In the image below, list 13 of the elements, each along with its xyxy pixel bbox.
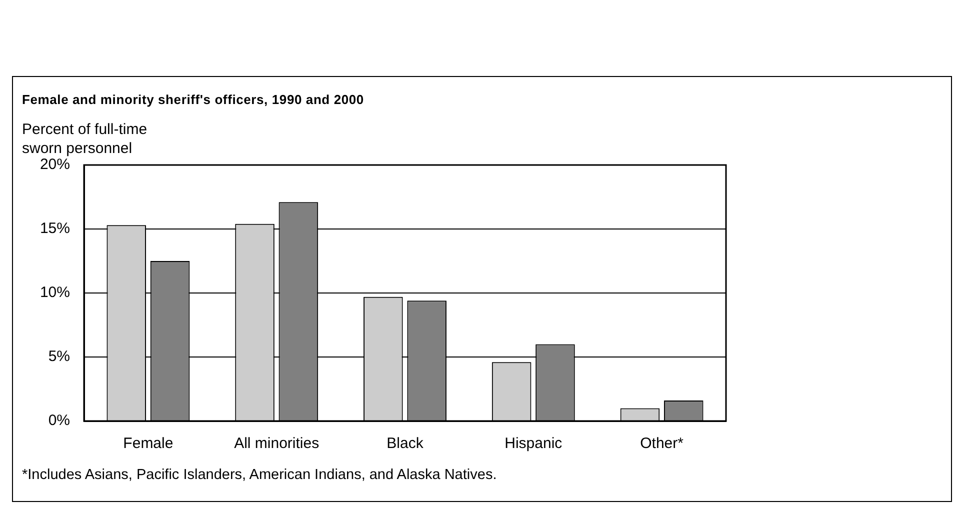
x-tick-label: All minorities	[234, 435, 320, 452]
y-tick-label: 15%	[40, 220, 70, 238]
chart-title: Female and minority sheriff's officers, 1990 and 2000	[22, 92, 364, 107]
y-axis-title: Percent of full-time sworn personnel	[22, 120, 148, 158]
y-tick-label: 20%	[40, 156, 70, 174]
x-tick-label: Female	[123, 435, 174, 452]
y-tick-label: 0%	[48, 412, 70, 430]
text: *Includes Asians, Pacific Islanders, American Indians, and Alaska Natives.	[22, 467, 497, 483]
y-tick-label: 10%	[40, 284, 70, 302]
x-tick-label: Black	[386, 435, 424, 452]
x-tick-label: Hispanic	[504, 435, 563, 452]
y-tick-label: 5%	[48, 348, 70, 366]
x-tick-label: Other*	[640, 435, 684, 452]
